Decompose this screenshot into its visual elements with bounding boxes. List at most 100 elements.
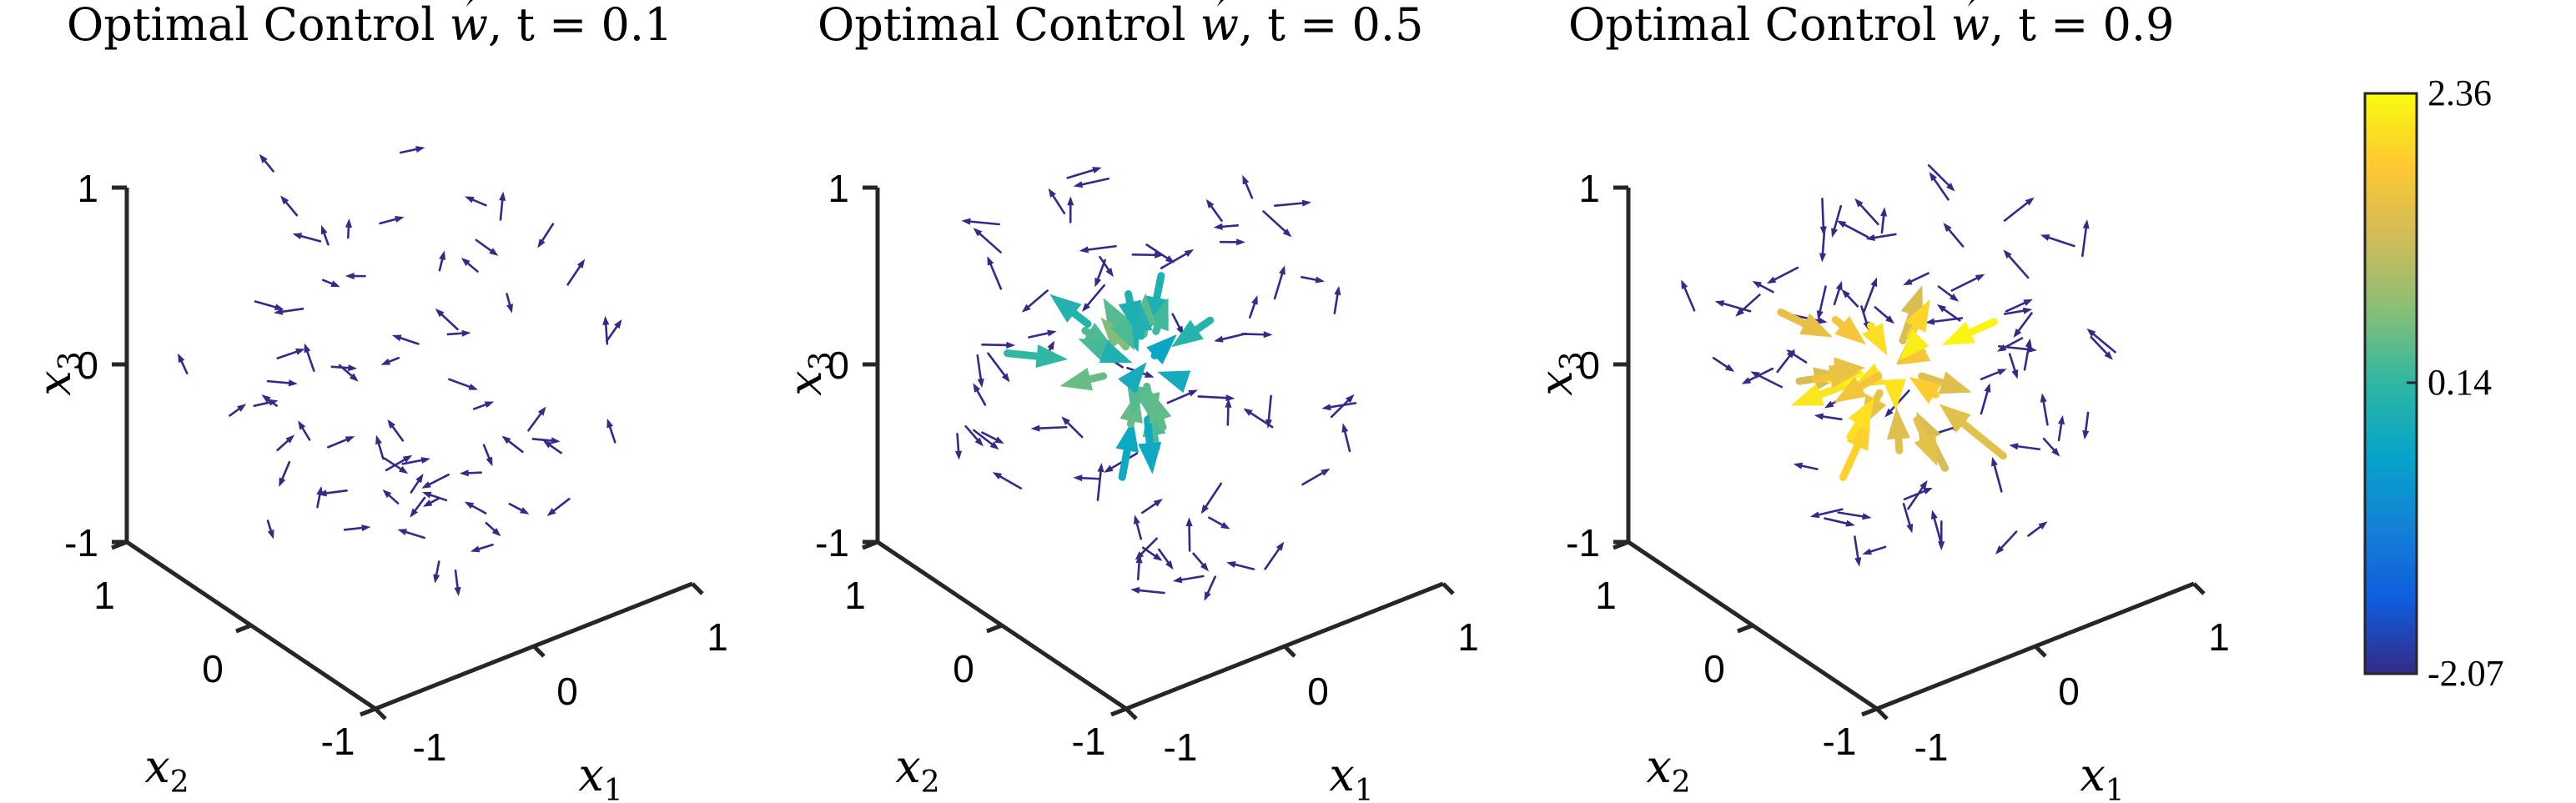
quiver-arrow-strong-head bbox=[1938, 371, 1972, 394]
panel-3-zticklabel-mid: 0 bbox=[1578, 344, 1600, 387]
quiver-arrow-head bbox=[1943, 223, 1952, 233]
quiver-arrow-head bbox=[1213, 223, 1223, 230]
quiver-arrow-head bbox=[1809, 511, 1820, 519]
quiver-arrow-head bbox=[1279, 265, 1285, 275]
quiver-arrow-head bbox=[1341, 423, 1349, 433]
quiver-arrow-strong-head bbox=[1049, 294, 1082, 323]
quiver-arrow-head bbox=[954, 450, 963, 460]
quiver-arrow-strong-head bbox=[1099, 340, 1133, 364]
panel-3-title: Optimal Control w, t = 0.9 bbox=[1568, 0, 2174, 51]
quiver-arrow-strong-head bbox=[1899, 329, 1929, 361]
quiver-arrow-head bbox=[345, 273, 355, 280]
quiver-arrow-head bbox=[1946, 183, 1955, 192]
quiver-arrow-head bbox=[375, 434, 382, 445]
panel-2-zlabel: x3 bbox=[779, 351, 838, 395]
panel-3-yticklabel-1: 1 bbox=[1595, 574, 1617, 617]
quiver-arrow-head bbox=[2022, 307, 2033, 314]
quiver-arrow-head bbox=[1130, 586, 1140, 595]
panel-1-zlabel: x3 bbox=[28, 351, 88, 395]
quiver-arrow-head bbox=[345, 218, 352, 228]
quiver-arrow-head bbox=[1870, 277, 1878, 288]
quiver-arrow-head bbox=[1165, 560, 1174, 570]
quiver-arrow-head bbox=[1073, 181, 1084, 188]
quiver-arrow-head bbox=[2025, 338, 2032, 349]
panel-2-xlabel: x1 bbox=[1329, 749, 1373, 803]
quiver-arrow-head bbox=[1135, 554, 1143, 564]
quiver-arrow-head bbox=[499, 191, 506, 201]
quiver-arrow-head bbox=[491, 527, 501, 537]
quiver-arrow-head bbox=[1975, 274, 1985, 282]
quiver-arrow-head bbox=[470, 545, 480, 553]
panel-2-yticklabel-1: 1 bbox=[844, 574, 866, 617]
quiver-arrow-head bbox=[1200, 504, 1209, 514]
quiver-arrow-head bbox=[520, 507, 530, 514]
panel-1-ytick-c bbox=[111, 540, 128, 550]
panel-2-yticklabel-m1: -1 bbox=[1072, 720, 1106, 763]
panel-2-xtick-c bbox=[1441, 582, 1455, 595]
quiver-arrow-head bbox=[1950, 293, 1960, 302]
quiver-arrow-strong-head bbox=[1115, 419, 1139, 453]
quiver-arrow-strong-head bbox=[1848, 397, 1875, 431]
panel-1-axes bbox=[111, 185, 704, 720]
panel-2-ylabel: x2 bbox=[895, 740, 939, 800]
quiver-arrow-head bbox=[1818, 317, 1828, 324]
quiver-arrow-head bbox=[1938, 541, 1945, 551]
quiver-arrow bbox=[1096, 464, 1103, 501]
quiver-arrow-head bbox=[1321, 468, 1331, 476]
panel-2-title: Optimal Control w, t = 0.5 bbox=[818, 0, 1423, 51]
panel-1-yticklabel-0: 0 bbox=[202, 647, 224, 690]
panel-1-xticklabel-1: 1 bbox=[707, 615, 728, 659]
quiver-arrow-head bbox=[1346, 394, 1355, 404]
quiver-arrow-strong-head bbox=[1882, 379, 1906, 411]
quiver-arrow-head bbox=[361, 524, 371, 532]
panel-1-xticklabel-0: 0 bbox=[556, 670, 578, 713]
panel-3-xtick-a bbox=[1875, 707, 1889, 720]
panel-1-yticklabel-1: 1 bbox=[93, 574, 115, 617]
quiver-arrow-head bbox=[1923, 487, 1933, 494]
quiver-arrow-head bbox=[304, 343, 311, 354]
quiver-arrow-head bbox=[1226, 561, 1236, 568]
panel-3-zlabel: x3 bbox=[1530, 351, 1589, 395]
quiver-arrow-strong-head bbox=[1138, 442, 1162, 474]
panel-2-xtick-b bbox=[1283, 645, 1296, 658]
quiver-arrow-head bbox=[1996, 344, 2007, 352]
panel-3-ytick-c bbox=[1613, 540, 1629, 550]
quiver-arrow-head bbox=[274, 308, 284, 315]
quiver-arrow-head bbox=[280, 195, 289, 205]
quiver-arrow-head bbox=[295, 349, 305, 355]
panel-3-axes bbox=[1613, 185, 2206, 720]
quiver-arrow-head bbox=[397, 529, 408, 535]
quiver-arrow-head bbox=[1906, 523, 1914, 534]
quiver-arrow-head bbox=[395, 216, 405, 223]
quiver-arrow-head bbox=[2051, 447, 2060, 457]
quiver-arrow-head bbox=[1200, 562, 1210, 572]
quiver-arrow-strong-head bbox=[1904, 299, 1930, 333]
panel-3-yticklabel-m1: -1 bbox=[1823, 720, 1857, 763]
panel-1-xtick-c bbox=[691, 582, 704, 595]
quiver-arrow-strong-head bbox=[1851, 363, 1885, 389]
quiver-arrow-head bbox=[1930, 509, 1938, 519]
quiver-arrow-strong-head bbox=[1909, 377, 1942, 404]
quiver-arrow-head bbox=[1741, 377, 1752, 384]
quiver-arrow-head bbox=[415, 474, 424, 484]
quiver-arrow-head bbox=[1172, 576, 1183, 584]
quiver-arrow-head bbox=[1831, 228, 1838, 238]
quiver-arrow-head bbox=[1251, 295, 1258, 305]
quiver-arrow-head bbox=[1021, 304, 1031, 313]
quiver-arrow-head bbox=[1153, 553, 1163, 561]
quiver-arrow-head bbox=[974, 437, 984, 447]
quiver-arrow-strong-head bbox=[1171, 319, 1204, 348]
quiver-arrow-head bbox=[387, 419, 396, 429]
quiver-arrow-head bbox=[415, 146, 425, 153]
quiver-arrow-head bbox=[1145, 371, 1155, 378]
panel-1-ytick-a bbox=[360, 706, 376, 717]
quiver-arrow-head bbox=[1854, 198, 1864, 208]
quiver-arrow-head bbox=[1153, 499, 1163, 507]
quiver-arrow-head bbox=[542, 440, 552, 449]
quiver-arrow-head bbox=[433, 574, 440, 584]
quiver-arrow-head bbox=[2082, 219, 2090, 229]
quiver-arrow-head bbox=[973, 383, 981, 393]
panel-2-ytick-b bbox=[986, 623, 1003, 634]
quiver-arrow-head bbox=[2027, 345, 2038, 354]
panel-1-xtick-a bbox=[374, 707, 387, 720]
